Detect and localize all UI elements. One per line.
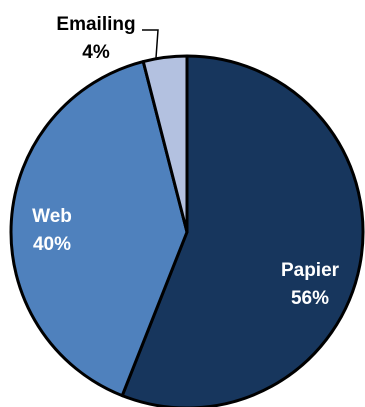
slice-label-web: Web	[32, 206, 72, 227]
emailing-leader-line	[142, 29, 159, 59]
pie-slice-web	[9, 60, 189, 398]
slice-label-papier: Papier	[281, 260, 340, 281]
slice-value-web: 40%	[33, 234, 71, 255]
pie-slice-emailing	[141, 54, 189, 234]
slice-value-emailing: 4%	[82, 42, 110, 63]
pie-labels: Papier 56% Web 40% Emailing 4%	[32, 14, 340, 309]
slice-value-papier: 56%	[291, 288, 329, 309]
slice-label-emailing: Emailing	[56, 14, 135, 35]
pie-slices	[9, 54, 365, 407]
